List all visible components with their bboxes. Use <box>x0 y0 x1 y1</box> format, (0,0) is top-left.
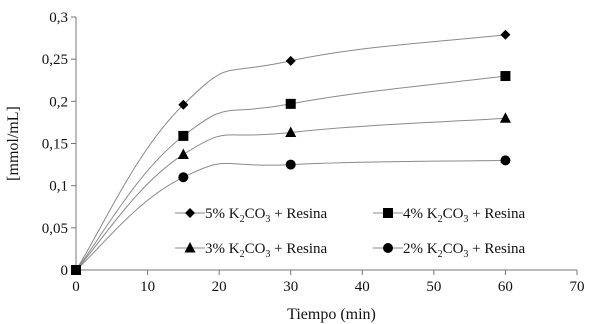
series-diamond <box>76 30 510 270</box>
x-tick-label: 70 <box>570 279 585 295</box>
y-tick-label: 0,05 <box>42 221 68 237</box>
legend-item: 2% K2CO3 + Resina <box>373 241 526 260</box>
x-tick-label: 20 <box>212 279 227 295</box>
x-tick-label: 0 <box>72 279 80 295</box>
x-tick-label: 50 <box>426 279 441 295</box>
y-tick-label: 0 <box>61 263 69 279</box>
data-point-diamond <box>500 30 510 40</box>
legend-label-part: + Resina <box>270 206 327 222</box>
data-point-square <box>500 71 510 81</box>
data-point-origin <box>71 265 81 275</box>
data-point-triangle <box>500 112 511 123</box>
legend-marker-circle <box>383 243 393 253</box>
x-axis-title: Tiempo (min) <box>287 306 376 323</box>
legend-label: 5% K2CO3 + Resina <box>205 206 328 225</box>
data-point-circle <box>178 172 188 182</box>
x-tick-label: 60 <box>498 279 513 295</box>
y-tick-label: 0,3 <box>49 10 68 26</box>
legend-label-part: 4% K <box>403 206 438 222</box>
series-line <box>76 35 505 270</box>
legend-label-part: 3% K <box>205 241 240 257</box>
legend: 5% K2CO3 + Resina 4% K2CO3 + Resina 3% K2C… <box>175 206 526 260</box>
series-layer <box>71 30 511 275</box>
y-axis-title: [mmol/mL] <box>5 106 22 181</box>
x-tick-label: 10 <box>140 279 155 295</box>
legend-label-part: + Resina <box>468 206 525 222</box>
data-point-triangle <box>178 148 189 159</box>
legend-label-part: + Resina <box>468 241 525 257</box>
legend-label: 3% K2CO3 + Resina <box>205 241 328 260</box>
legend-label-part: CO <box>443 206 464 222</box>
legend-label-part: 2% K <box>403 241 438 257</box>
legend-label-part: CO <box>443 241 464 257</box>
data-point-diamond <box>286 56 296 66</box>
legend-label-part: 5% K <box>205 206 240 222</box>
legend-item: 3% K2CO3 + Resina <box>175 241 328 260</box>
x-tick-label: 40 <box>355 279 370 295</box>
legend-label: 4% K2CO3 + Resina <box>403 206 526 225</box>
legend-item: 5% K2CO3 + Resina <box>175 206 328 225</box>
legend-marker-diamond <box>185 208 195 218</box>
legend-item: 4% K2CO3 + Resina <box>373 206 526 225</box>
data-point-square <box>178 131 188 141</box>
legend-label-part: CO <box>245 206 266 222</box>
legend-marker-triangle <box>185 242 196 253</box>
y-tick-label: 0,15 <box>42 137 68 153</box>
legend-label-part: + Resina <box>270 241 327 257</box>
y-tick-label: 0,2 <box>49 94 68 110</box>
x-tick-label: 30 <box>283 279 298 295</box>
legend-label: 2% K2CO3 + Resina <box>403 241 526 260</box>
data-point-square <box>286 99 296 109</box>
data-point-circle <box>500 155 510 165</box>
legend-label-part: CO <box>245 241 266 257</box>
legend-marker-square <box>383 208 393 218</box>
y-axis-ticks: 0 0,05 0,1 0,15 0,2 0,25 0,3 <box>42 10 76 279</box>
y-tick-label: 0,25 <box>42 52 68 68</box>
data-point-circle <box>286 160 296 170</box>
x-axis-ticks: 0 10 20 30 40 50 60 70 <box>72 270 584 295</box>
y-tick-label: 0,1 <box>49 179 68 195</box>
